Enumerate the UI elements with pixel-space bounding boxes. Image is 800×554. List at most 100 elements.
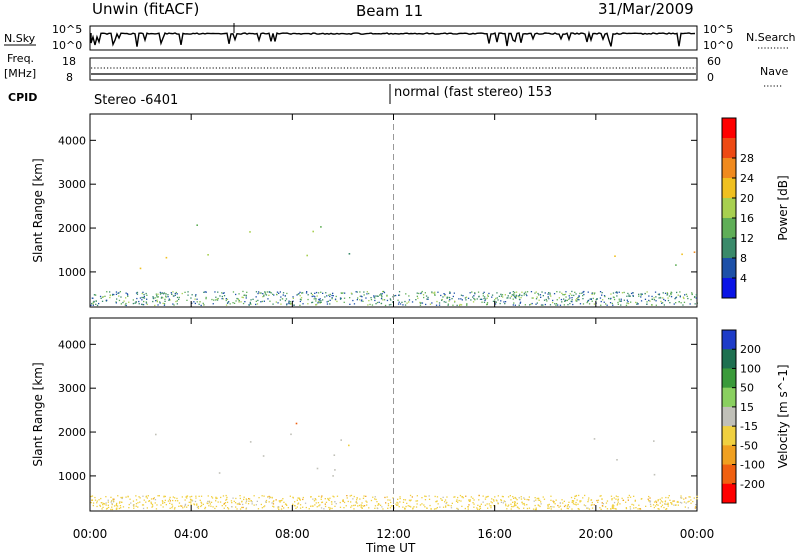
power-near-range-cell <box>276 291 279 293</box>
power-near-range-cell <box>194 295 197 297</box>
power-near-range-cell <box>676 291 678 294</box>
velocity-near-range-cell <box>566 505 569 507</box>
power-near-range-cell <box>546 300 548 302</box>
velocity-near-range-cell <box>552 500 554 502</box>
power-near-range-cell <box>565 296 567 298</box>
velocity-near-range-cell <box>239 508 242 510</box>
velocity-near-range-cell <box>90 501 92 504</box>
power-near-range-cell <box>504 301 507 303</box>
power-near-range-cell <box>236 297 238 300</box>
power-near-range-cell <box>695 297 697 299</box>
power-near-range-cell <box>603 295 606 297</box>
velocity-near-range-cell <box>173 508 176 510</box>
power-near-range-cell <box>445 301 447 303</box>
velocity-near-range-cell <box>339 506 342 508</box>
power-near-range-cell <box>521 294 523 297</box>
velocity-near-range-cell <box>494 496 496 498</box>
velocity-near-range-cell <box>694 507 696 509</box>
velocity-near-range-cell <box>350 506 352 508</box>
power-near-range-cell <box>421 290 423 293</box>
power-near-range-cell <box>335 295 337 298</box>
power-near-range-cell <box>644 298 647 300</box>
velocity-near-range-cell <box>174 500 177 502</box>
power-near-range-cell <box>320 301 322 303</box>
velocity-near-range-cell <box>219 501 222 503</box>
power-near-range-cell <box>674 298 676 300</box>
power-near-range-cell <box>152 300 154 303</box>
velocity-near-range-cell <box>548 503 550 506</box>
velocity-near-range-cell <box>490 505 492 507</box>
power-near-range-cell <box>235 300 237 302</box>
velocity-near-range-cell <box>107 501 109 503</box>
velocity-near-range-cell <box>117 495 119 497</box>
power-near-range-cell <box>552 299 554 302</box>
power-near-range-cell <box>334 298 337 300</box>
velocity-near-range-cell <box>345 505 347 507</box>
power-near-range-cell <box>200 304 202 307</box>
velocity-near-range-cell <box>198 495 200 497</box>
velocity-near-range-cell <box>189 498 192 500</box>
velocity-near-range-cell <box>683 501 686 503</box>
velocity-near-range-cell <box>233 500 235 502</box>
power-near-range-cell <box>152 297 155 300</box>
power-near-range-cell <box>509 297 511 299</box>
power-near-range-cell <box>484 298 487 300</box>
power-near-range-cell <box>146 303 148 305</box>
velocity-near-range-cell <box>472 497 474 499</box>
power-near-range-cell <box>351 293 353 295</box>
nsky-tick-top: 10^5 <box>52 23 82 36</box>
velocity-near-range-cell <box>547 507 549 509</box>
velocity-near-range-cell <box>263 495 265 497</box>
power-near-range-cell <box>588 303 591 305</box>
power-near-range-cell <box>531 302 533 305</box>
power-near-range-cell <box>235 293 237 296</box>
power-near-range-cell <box>260 292 262 294</box>
power-near-range-cell <box>474 293 476 295</box>
velocity-near-range-cell <box>462 497 464 499</box>
power-near-range-cell <box>352 299 354 302</box>
power-near-range-cell <box>461 299 463 301</box>
velocity-near-range-cell <box>112 501 115 503</box>
cpid-entry-stereo: Stereo -6401 <box>94 93 178 108</box>
power-near-range-cell <box>102 296 104 298</box>
power-near-range-cell <box>373 296 375 298</box>
power-near-range-cell <box>494 303 497 305</box>
velocity-near-range-cell <box>647 498 649 500</box>
power-near-range-cell <box>296 294 298 296</box>
velocity-near-range-cell <box>242 506 244 509</box>
velocity-near-range-cell <box>167 500 170 502</box>
velocity-near-range-cell <box>111 503 113 506</box>
power-near-range-cell <box>501 294 504 296</box>
velocity-near-range-cell <box>360 504 362 506</box>
velocity-near-range-cell <box>354 504 356 506</box>
power-near-range-cell <box>582 291 584 293</box>
power-near-range-cell <box>255 300 257 302</box>
velocity-near-range-cell <box>333 496 335 498</box>
power-near-range-cell <box>448 297 451 299</box>
velocity-near-range-cell <box>216 497 218 499</box>
freq-tick-bottom: 8 <box>66 71 73 84</box>
power-near-range-cell <box>276 294 278 296</box>
velocity-near-range-cell <box>513 501 516 503</box>
power-near-range-cell <box>176 293 178 295</box>
velocity-near-range-cell <box>515 497 517 500</box>
power-near-range-cell <box>157 296 159 298</box>
power-near-range-cell <box>476 298 478 300</box>
velocity-near-range-cell <box>261 495 263 497</box>
velocity-near-range-cell <box>305 506 307 509</box>
power-near-range-cell <box>282 292 285 294</box>
power-colorbar-label: Power [dB] <box>776 175 790 240</box>
velocity-near-range-cell <box>377 503 380 505</box>
velocity-near-range-cell <box>381 506 383 508</box>
velocity-near-range-cell <box>209 503 211 505</box>
velocity-near-range-cell <box>315 502 317 504</box>
power-near-range-cell <box>420 292 423 294</box>
power-near-range-cell <box>481 301 483 303</box>
power-near-range-cell <box>617 301 619 304</box>
power-near-range-cell <box>242 296 244 299</box>
velocity-near-range-cell <box>566 507 568 509</box>
velocity-near-range-cell <box>193 503 195 505</box>
velocity-near-range-cell <box>116 505 119 507</box>
velocity-near-range-cell <box>111 506 113 508</box>
velocity-near-range-cell <box>336 495 339 497</box>
